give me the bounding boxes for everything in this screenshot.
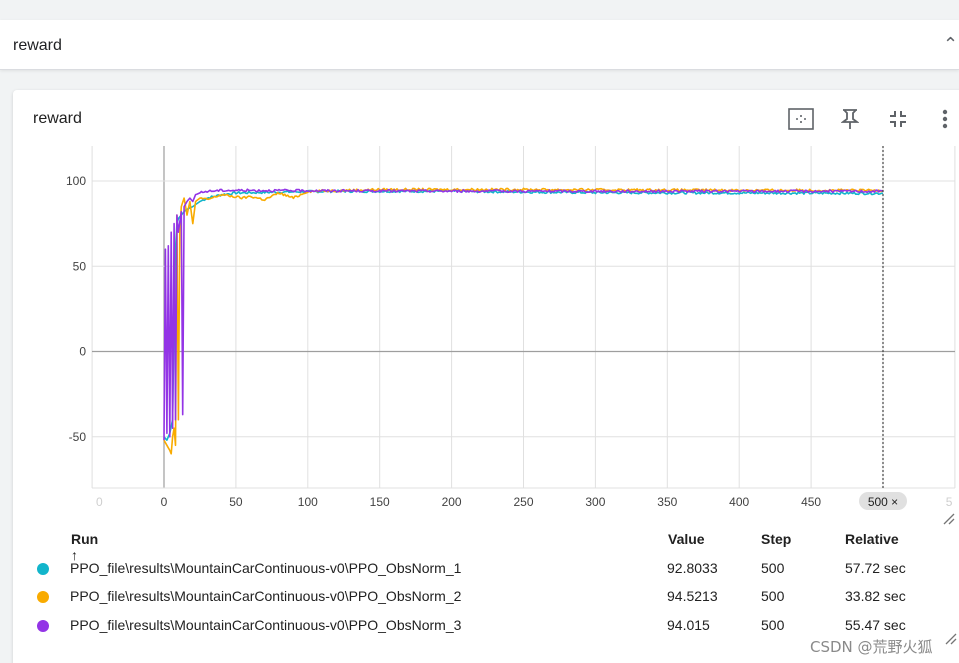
chevron-up-icon[interactable]: ⌃ [943,34,959,54]
resize-handle-icon[interactable] [944,632,958,646]
x-tick-label: 400 [729,495,749,509]
run-value: 94.5213 [667,588,718,604]
x-tick-label: 0 [96,495,103,509]
watermark: CSDN @荒野火狐 [810,638,933,656]
x-tick-label: 0 [161,495,168,509]
run-value: 94.015 [667,617,710,633]
x-tick-label: 350 [657,495,677,509]
y-tick-label: 100 [66,174,86,188]
run-column-header[interactable]: Run ↑ [71,531,99,563]
step-column-header[interactable]: Step [761,531,792,547]
run-step: 500 [761,560,785,576]
section-title: reward [13,37,62,54]
y-tick-label: 50 [73,259,87,273]
x-tick-label: 450 [801,495,821,509]
x-tick-label: 150 [370,495,390,509]
run-value: 92.8033 [667,560,718,576]
collapse-icon[interactable] [884,106,912,132]
run-color-dot[interactable] [37,620,49,632]
x-tick-label: 200 [442,495,462,509]
section-header[interactable]: reward ⌃ [0,20,959,70]
run-color-dot[interactable] [37,563,49,575]
series-line [163,188,884,441]
run-relative: 55.47 sec [845,617,906,633]
x-tick-label: 300 [585,495,605,509]
series-line [163,187,884,455]
y-tick-label: -50 [69,430,87,444]
y-tick-label: 0 [79,345,86,359]
card-title: reward [33,110,82,127]
step-cursor-chip [859,492,907,510]
x-tick-label: 250 [513,495,533,509]
pin-icon[interactable] [836,106,864,132]
run-relative: 33.82 sec [845,588,906,604]
relative-column-header[interactable]: Relative [845,531,899,547]
x-tick-label: 500 × [868,495,898,509]
run-color-dot[interactable] [37,591,49,603]
x-tick-label: 5 [946,495,953,509]
run-name: PPO_file\results\MountainCarContinuous-v… [70,588,462,604]
run-step: 500 [761,588,785,604]
run-relative: 57.72 sec [845,560,906,576]
x-tick-label: 100 [298,495,318,509]
fit-domain-icon[interactable] [787,106,815,132]
resize-handle-icon[interactable] [942,512,956,526]
more-vert-icon[interactable] [931,106,959,132]
x-tick-label: 50 [229,495,243,509]
value-column-header[interactable]: Value [668,531,705,547]
run-name: PPO_file\results\MountainCarContinuous-v… [70,617,462,633]
run-step: 500 [761,617,785,633]
run-name: PPO_file\results\MountainCarContinuous-v… [70,560,462,576]
